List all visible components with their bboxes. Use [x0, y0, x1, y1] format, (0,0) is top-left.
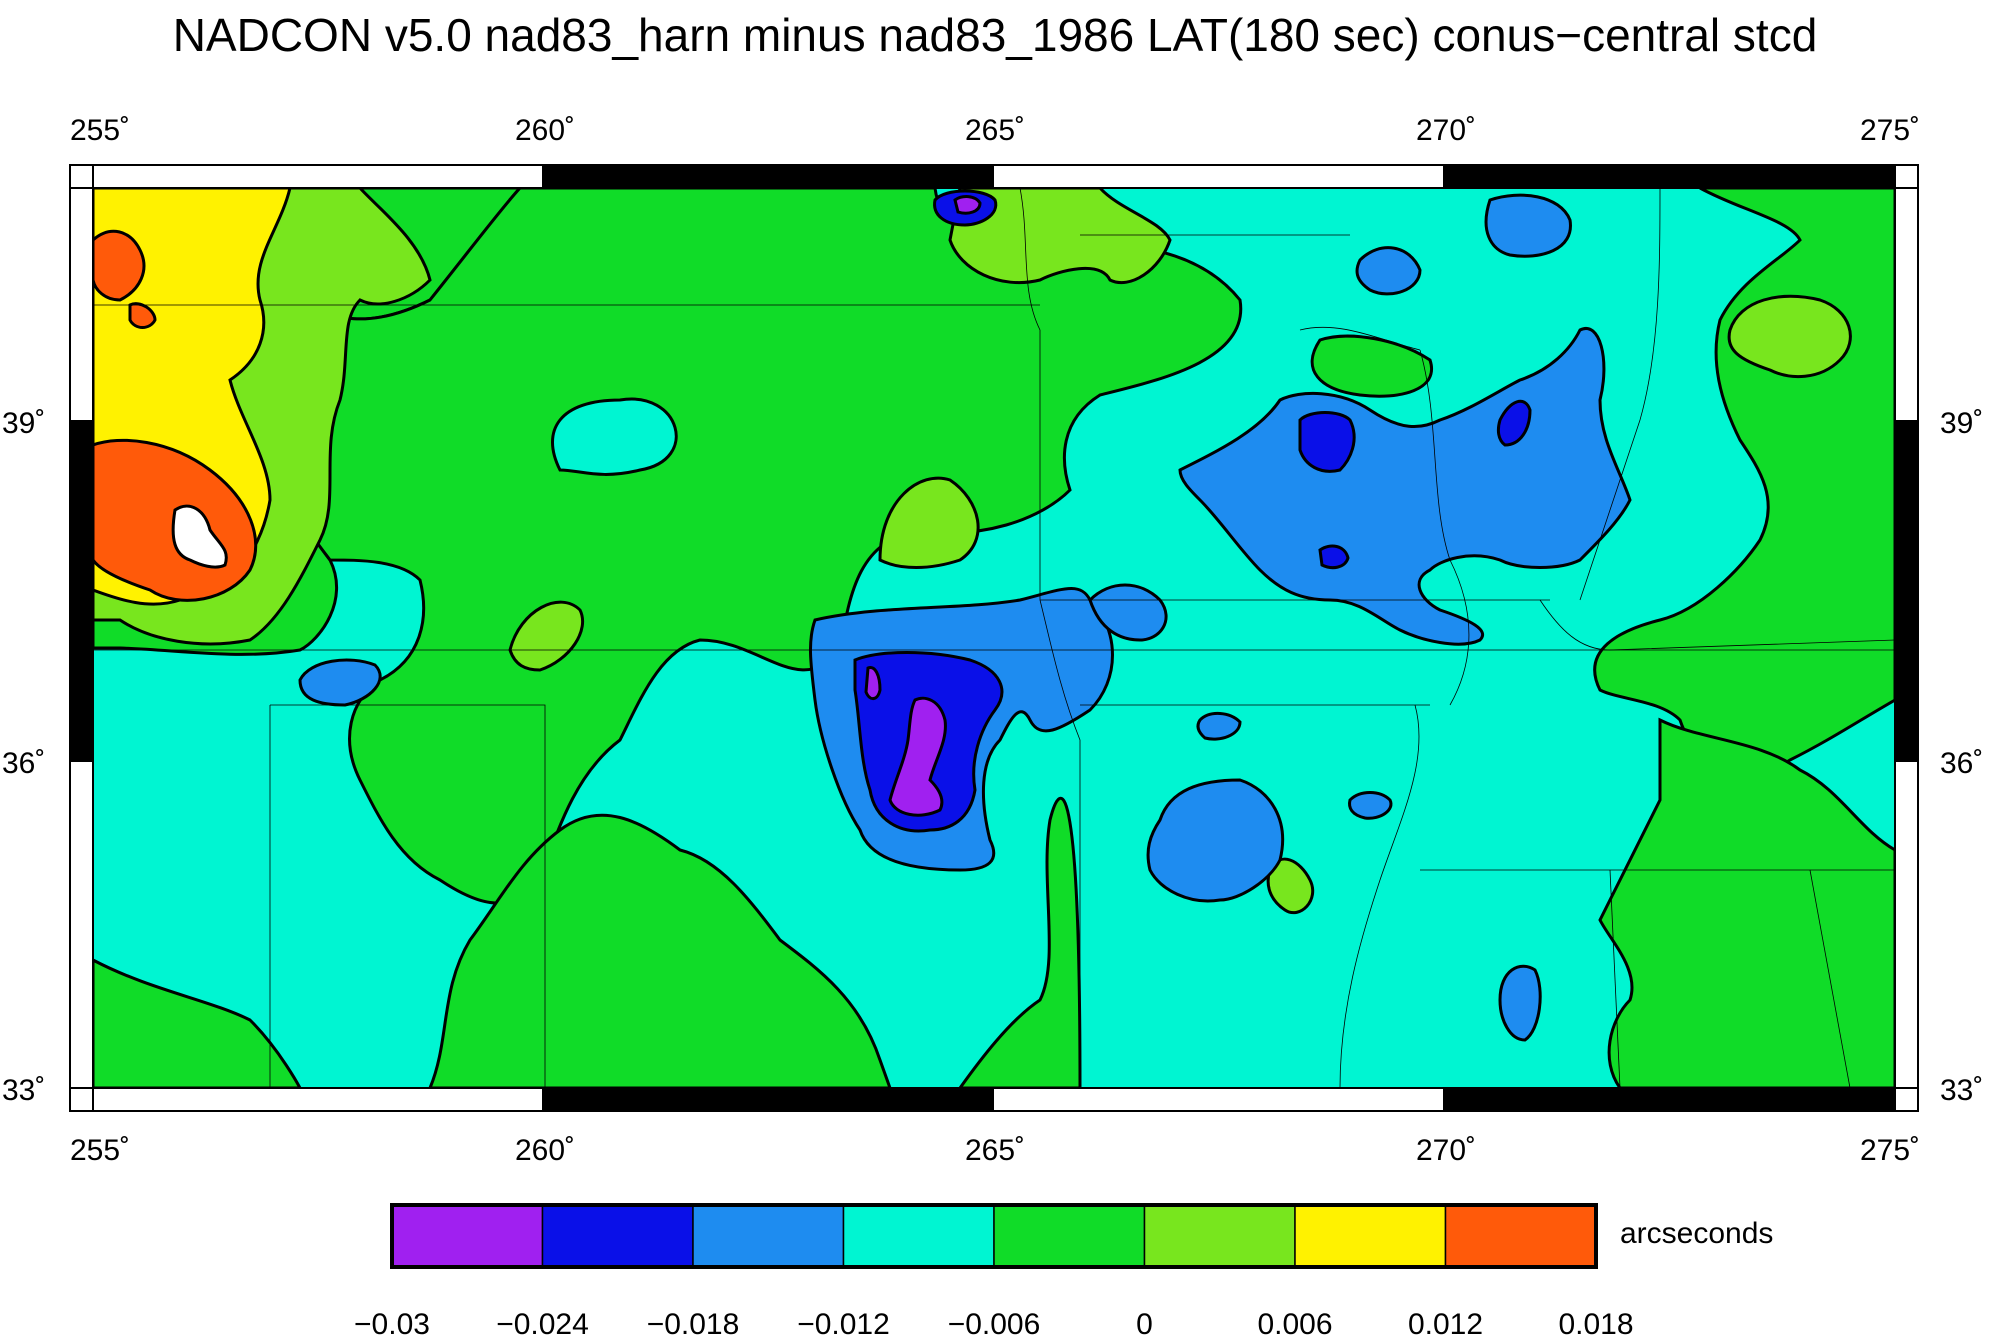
lat-tick-label: 33˚ [1940, 1074, 1983, 1107]
contour-band-darkblue-east3 [1318, 544, 1350, 570]
lon-tick-label: 275˚ [1860, 114, 1920, 147]
contour-band-purple-center2 [864, 666, 882, 700]
state-boundaries [93, 188, 1895, 1088]
colorbar-tick-label: 0.006 [1257, 1308, 1332, 1338]
contour-band-lightgreen-north [948, 188, 1172, 285]
contour-band-green-inner [551, 397, 678, 476]
contour-band-orange-spot [128, 302, 157, 329]
colorbar-swatch [842, 1204, 995, 1268]
contour-band-blue-small1 [1348, 791, 1393, 820]
lon-tick-label: 260˚ [515, 1134, 575, 1167]
colorbar-unit-label: arcseconds [1620, 1217, 1774, 1250]
contour-field [93, 188, 1895, 1088]
lat-ticks-right: 39˚ 36˚ 33˚ [1940, 407, 1983, 1107]
contour-band-purple-north [953, 195, 982, 215]
lat-ticks-left: 39˚ 36˚ 33˚ [2, 407, 45, 1107]
contour-band-green-south2 [958, 796, 1082, 1088]
lon-tick-label: 265˚ [965, 1134, 1025, 1167]
map-title: NADCON v5.0 nad83_harn minus nad83_1986 … [172, 9, 1818, 61]
contour-band-green-southwest [93, 958, 302, 1088]
contour-band-blue-east-north [1484, 193, 1572, 258]
contour-band-white-hotspot [171, 504, 228, 569]
contour-band-blue-south [1146, 778, 1285, 903]
lon-ticks-bottom: 255˚ 260˚ 265˚ 270˚ 275˚ [70, 1134, 1920, 1167]
lon-tick-label: 270˚ [1416, 1134, 1476, 1167]
contour-band-green-southeast [1598, 717, 1895, 1088]
lon-tick-label: 275˚ [1860, 1134, 1920, 1167]
colorbar-swatch [1444, 1204, 1597, 1268]
colorbar-swatch [1294, 1204, 1447, 1268]
lon-ticks-top: 255˚ 260˚ 265˚ 270˚ 275˚ [70, 114, 1920, 147]
colorbar-swatch [692, 1204, 845, 1268]
lon-tick-label: 270˚ [1416, 114, 1476, 147]
contour-band-lightgreen-wmid [508, 600, 585, 672]
colorbar-tick-label: 0.018 [1558, 1308, 1633, 1338]
contour-band-lightgreen-south [1266, 857, 1315, 915]
colorbar-tick-label: 0.012 [1408, 1308, 1483, 1338]
lat-tick-label: 36˚ [2, 747, 45, 780]
lon-tick-label: 255˚ [70, 1134, 130, 1167]
colorbar-tick-label: 0 [1136, 1308, 1153, 1338]
colorbar-swatch [391, 1204, 544, 1268]
colorbar: −0.03 −0.024 −0.018 −0.012 −0.006 0 0.006 0.012… [354, 1203, 1634, 1338]
contour-band-lightgreen-east [1727, 294, 1852, 379]
contour-band-orange-north [93, 229, 146, 302]
lat-tick-label: 39˚ [1940, 407, 1983, 440]
contour-band-blue-west [298, 658, 382, 707]
colorbar-tick-label: −0.018 [647, 1308, 740, 1338]
contour-band-blue-east-small [1355, 246, 1422, 296]
lat-tick-label: 33˚ [2, 1074, 45, 1107]
colorbar-frame [390, 1203, 1598, 1269]
colorbar-tick-label: −0.03 [354, 1308, 430, 1338]
lon-tick-label: 265˚ [965, 114, 1025, 147]
lat-tick-label: 36˚ [1940, 747, 1983, 780]
contour-band-blue-centeradd [1088, 583, 1168, 642]
contour-band-darkblue-east2 [1496, 399, 1532, 447]
lat-tick-label: 39˚ [2, 407, 45, 440]
contour-band-lightgreen-mid [878, 476, 980, 569]
contour-band-blue-south2 [1498, 964, 1542, 1042]
colorbar-swatch [1143, 1204, 1296, 1268]
colorbar-swatch [541, 1204, 694, 1268]
contour-band-green-north [1310, 334, 1434, 398]
contour-band-purple-center [888, 696, 947, 817]
colorbar-tick-label: −0.006 [948, 1308, 1041, 1338]
contour-band-darkblue-east [1298, 411, 1356, 473]
lon-tick-label: 260˚ [515, 114, 575, 147]
colorbar-swatch [993, 1204, 1146, 1268]
colorbar-tick-label: −0.012 [797, 1308, 890, 1338]
colorbar-tick-label: −0.024 [496, 1308, 589, 1338]
contour-band-blue-small2 [1196, 712, 1242, 741]
lon-tick-label: 255˚ [70, 114, 130, 147]
frame-bars [69, 164, 1919, 1112]
